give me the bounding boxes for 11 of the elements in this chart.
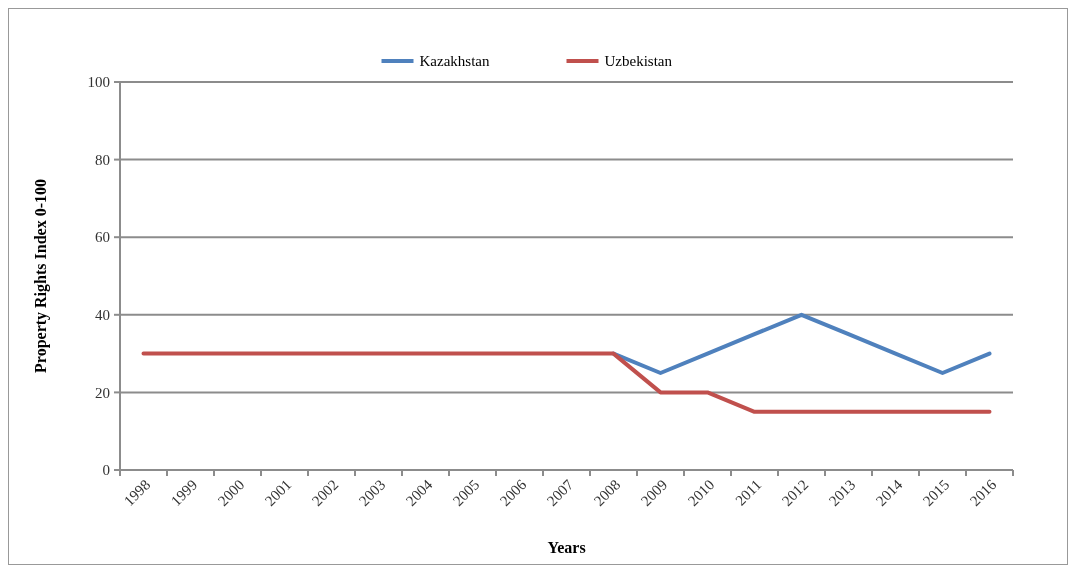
y-tick-label: 40 [95, 307, 110, 324]
y-tick-label: 100 [87, 74, 110, 91]
x-axis-title: Years [547, 539, 586, 556]
y-tick-label: 20 [95, 384, 110, 401]
legend-label: Kazakhstan [419, 53, 490, 70]
y-tick-label: 0 [102, 462, 110, 479]
legend-label: Uzbekistan [604, 53, 673, 70]
y-tick-label: 80 [95, 151, 110, 168]
y-axis-title: Property Rights Index 0-100 [32, 179, 50, 373]
y-tick-label: 60 [95, 229, 110, 246]
x-tick-label: 2011 [732, 476, 765, 509]
